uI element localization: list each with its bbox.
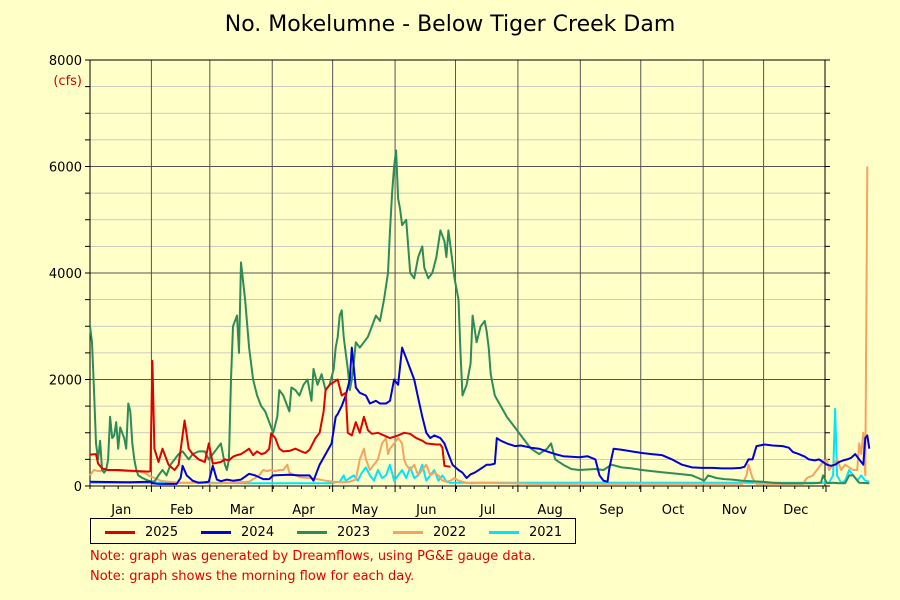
y-tick-label: 8000 — [49, 54, 82, 69]
legend-item-2024: 2024 — [201, 523, 274, 541]
x-tick-label-month: Aug — [537, 503, 562, 518]
chart-title: No. Mokelumne - Below Tiger Creek Dam — [224, 12, 676, 37]
legend-label: 2024 — [241, 524, 275, 540]
legend-label: 2023 — [337, 524, 371, 540]
x-tick-label-month: Oct — [662, 503, 684, 518]
y-tick-label: 6000 — [49, 161, 82, 176]
series-layer — [89, 149, 871, 485]
legend-swatch — [105, 530, 135, 534]
y-tick-label: 4000 — [49, 267, 82, 282]
x-tick-label-month: Jan — [110, 503, 131, 518]
legend-label: 2025 — [145, 524, 179, 540]
legend-label: 2021 — [529, 524, 563, 540]
legend-item-2021: 2021 — [489, 523, 562, 541]
legend-swatch — [393, 530, 423, 534]
x-tick-label-month: Jul — [479, 503, 496, 518]
series-line-2023 — [89, 149, 870, 485]
legend-label: 2022 — [433, 524, 467, 540]
tick-labels: 0 2000 4000 6000 8000 (cfs) Jan Feb Mar Apr May Jun… — [49, 54, 808, 518]
x-tick-label-month: Sep — [599, 503, 624, 518]
x-tick-label-month: Jun — [415, 503, 436, 518]
legend-item-2023: 2023 — [297, 523, 370, 541]
plot-border — [89, 59, 826, 487]
x-tick-label-month: Mar — [230, 503, 255, 518]
y-tick-label: 2000 — [49, 374, 82, 389]
x-tick-label-month: Feb — [170, 503, 193, 518]
note-source: Note: graph was generated by Dreamflows,… — [90, 549, 536, 564]
legend: 2025 2024 2023 2022 2021 — [90, 518, 576, 544]
legend-swatch — [201, 530, 231, 534]
legend-swatch — [297, 530, 327, 534]
note-morning-flow: Note: graph shows the morning flow for e… — [90, 569, 415, 584]
axes — [85, 59, 830, 492]
series-line-2025 — [89, 359, 451, 473]
x-tick-label-month: Apr — [292, 503, 315, 518]
y-axis-unit-label: (cfs) — [53, 74, 82, 89]
legend-item-2025: 2025 — [105, 523, 178, 541]
x-tick-label-month: Nov — [722, 503, 748, 518]
series-line-2024 — [89, 346, 871, 485]
x-tick-label-month: Dec — [783, 503, 808, 518]
x-tick-label-month: May — [351, 503, 378, 518]
legend-swatch — [489, 530, 519, 534]
legend-item-2022: 2022 — [393, 523, 466, 541]
y-tick-label: 0 — [74, 480, 82, 495]
